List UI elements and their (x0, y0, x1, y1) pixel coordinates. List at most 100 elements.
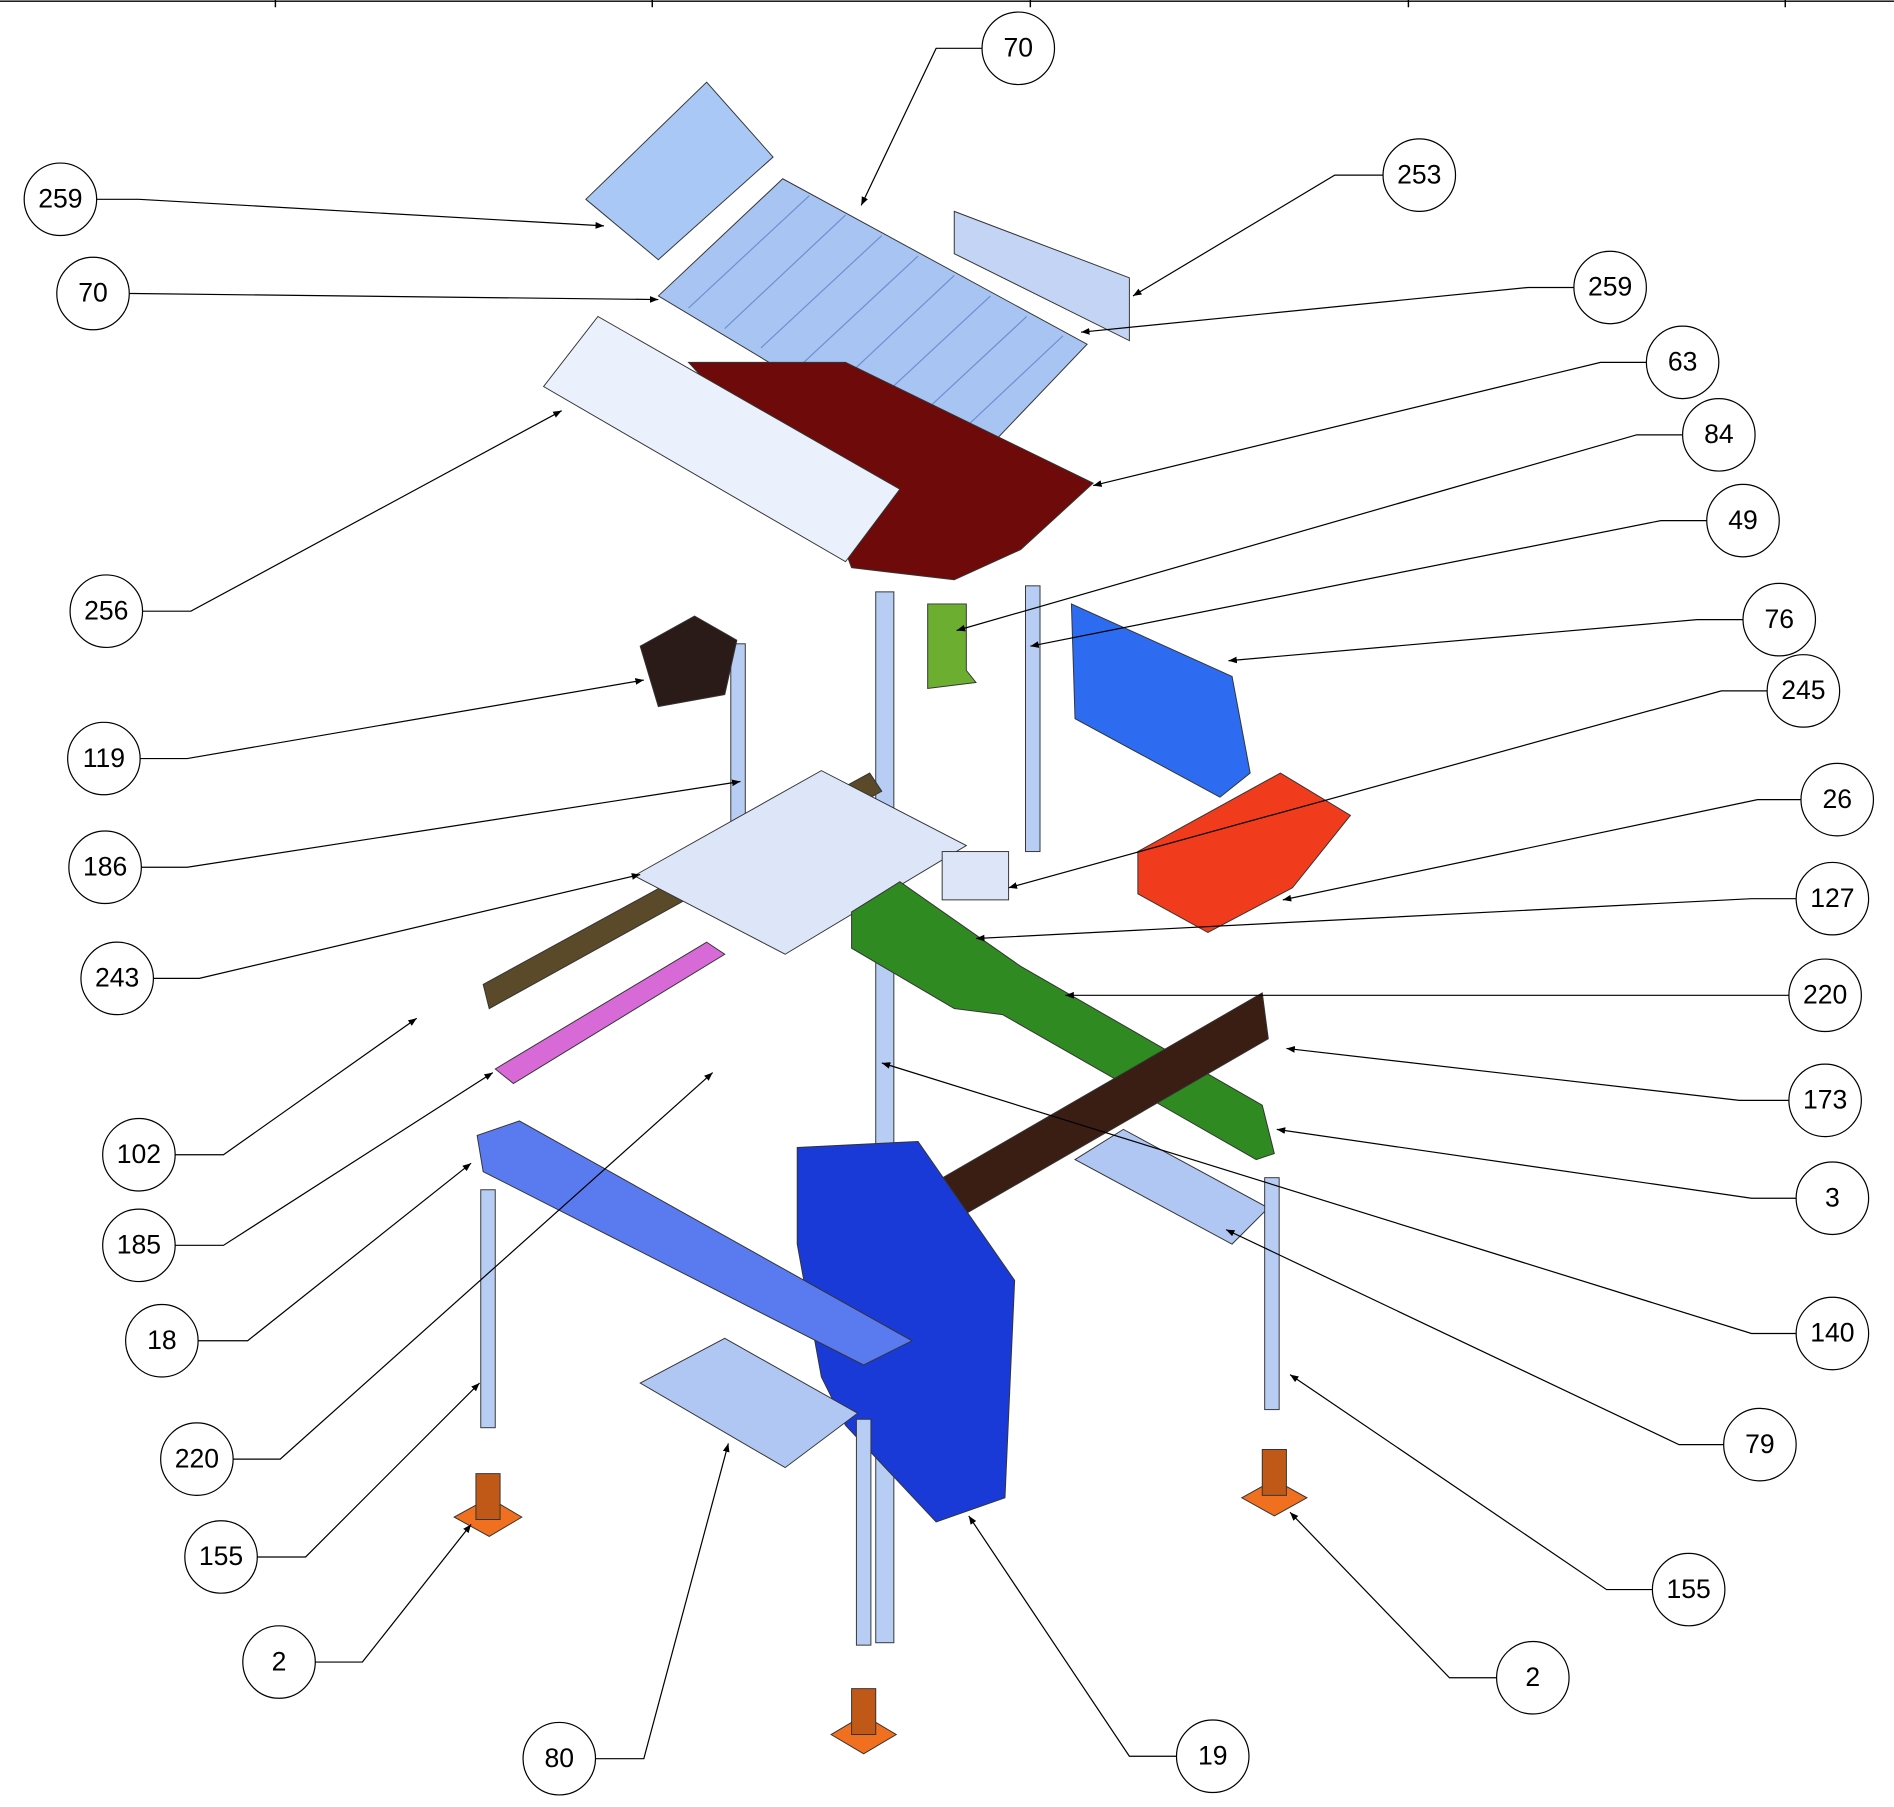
balloon (242, 1625, 316, 1699)
balloon (1795, 1296, 1870, 1371)
part-box (1137, 772, 1352, 934)
balloon (1681, 397, 1756, 472)
part-plate (585, 81, 774, 261)
leader-line (1289, 1374, 1653, 1591)
leader-line (975, 898, 1797, 942)
balloon-label: 76 (1764, 604, 1794, 634)
balloon-label: 243 (95, 963, 139, 993)
part-block (639, 615, 738, 708)
balloon-label: 259 (1588, 272, 1632, 302)
balloon-label: 256 (84, 595, 128, 625)
part-panel (1070, 603, 1251, 798)
leader-line (968, 1515, 1177, 1757)
leader-line (175, 1017, 418, 1156)
balloon-label: 140 (1810, 1318, 1854, 1348)
leader-line (129, 292, 659, 303)
balloon-label: 127 (1810, 883, 1854, 913)
balloon-label: 19 (1198, 1740, 1228, 1770)
balloon (184, 1520, 258, 1594)
balloon-label: 79 (1745, 1429, 1775, 1459)
leader-line (1093, 361, 1647, 487)
balloon-label: 70 (1003, 33, 1033, 63)
balloon (1495, 1640, 1570, 1715)
balloon-label: 253 (1397, 159, 1441, 189)
balloon-label: 186 (83, 851, 127, 881)
balloon-label: 2 (1525, 1662, 1540, 1692)
part-column (730, 643, 746, 834)
leader-line (956, 434, 1683, 632)
balloon (160, 1422, 234, 1496)
balloon (1795, 861, 1870, 936)
balloon (1706, 483, 1780, 558)
leader-line (175, 1072, 494, 1246)
balloon-label: 70 (78, 278, 108, 308)
balloon-label: 173 (1803, 1085, 1847, 1115)
balloon (23, 162, 98, 237)
balloon-label: 155 (1666, 1574, 1710, 1604)
leader-line (1286, 1046, 1789, 1101)
part-rail-blue (476, 1120, 914, 1366)
leader-line (1276, 1127, 1797, 1199)
balloon-label: 119 (83, 743, 125, 773)
balloon (1382, 138, 1457, 212)
balloon-label: 26 (1822, 784, 1852, 814)
balloon-label: 259 (38, 184, 82, 214)
frame-border (0, 0, 1894, 8)
part-leg (855, 1418, 872, 1646)
balloon (1723, 1407, 1797, 1482)
leader-line (141, 779, 741, 868)
balloon-label: 18 (147, 1325, 177, 1355)
leader-line (198, 1162, 472, 1342)
balloon (1742, 582, 1817, 657)
leader-line (257, 1382, 480, 1558)
balloon-label: 63 (1668, 347, 1698, 377)
part-cylinder (494, 941, 726, 1085)
leader-line (1008, 690, 1768, 889)
balloon (1766, 654, 1841, 728)
part-leg (480, 1189, 496, 1429)
part-column (875, 591, 895, 1644)
balloon-label: 185 (117, 1230, 161, 1260)
part-cover (542, 315, 901, 563)
balloon (80, 941, 155, 1016)
balloon (67, 721, 141, 796)
leader-line (860, 47, 983, 206)
balloon (56, 256, 130, 331)
part-bracket-green (927, 603, 977, 690)
leader-line (1081, 286, 1574, 335)
part-leg (1264, 1177, 1280, 1411)
parts (453, 81, 1352, 1755)
balloon (1175, 1719, 1250, 1794)
leader-line (315, 1523, 472, 1663)
balloon (125, 1303, 199, 1378)
balloon (1800, 762, 1875, 837)
leader-line (1132, 174, 1384, 297)
part-plate (639, 1337, 859, 1469)
balloon (522, 1721, 597, 1796)
balloon (1573, 250, 1647, 325)
balloon (1788, 958, 1862, 1033)
part-rail (953, 210, 1130, 342)
balloon-label: 155 (199, 1541, 243, 1571)
leader-line (1228, 619, 1743, 664)
grate-bars (688, 195, 1064, 450)
balloon (1645, 325, 1720, 400)
balloon (68, 830, 142, 905)
leader-line (96, 198, 604, 229)
part-column (1025, 585, 1041, 853)
balloon-label: 3 (1825, 1182, 1840, 1212)
part-plate (633, 770, 968, 955)
leader-line (1225, 1229, 1724, 1446)
balloon (1795, 1161, 1870, 1236)
balloon (1788, 1063, 1862, 1138)
balloon-label: 2 (272, 1646, 287, 1676)
balloon (69, 574, 144, 649)
balloon-label: 220 (1803, 980, 1847, 1010)
balloon (102, 1208, 176, 1283)
leader-line (140, 678, 644, 760)
balloon-label: 102 (117, 1139, 161, 1169)
balloon-label: 245 (1781, 675, 1825, 705)
leader-line (595, 1443, 730, 1760)
leader-line (1282, 799, 1801, 902)
